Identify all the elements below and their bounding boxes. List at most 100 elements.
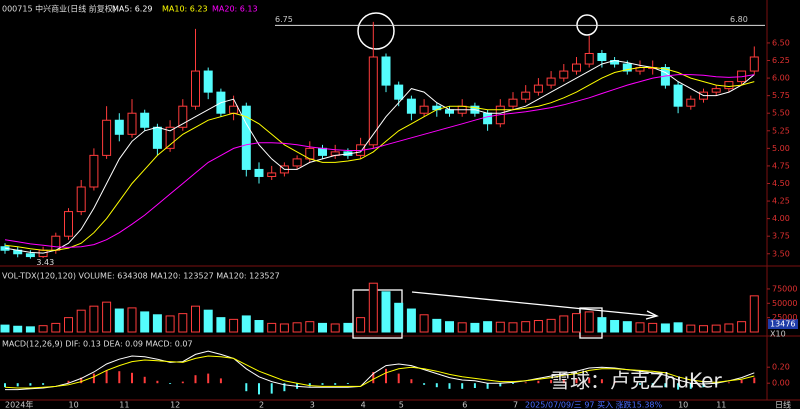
- volume-current: 13476: [770, 320, 795, 329]
- candle-body: [191, 70, 200, 107]
- legend-entry: MA10: 6.23: [162, 5, 208, 14]
- candle-body: [203, 70, 213, 93]
- x-tick-label: 11: [119, 401, 129, 409]
- candle-body: [533, 84, 543, 93]
- legend-entry: MA20: 6.13: [212, 5, 258, 14]
- volume-bar: [686, 324, 696, 333]
- volume-bar: [711, 324, 721, 333]
- candle-body: [419, 105, 429, 114]
- volume-bar: [622, 321, 632, 333]
- volume-bar: [25, 326, 35, 333]
- volume-bar: [102, 301, 112, 333]
- volume-bar: [152, 314, 162, 333]
- volume-bar: [343, 322, 353, 333]
- current-value-box: [768, 319, 798, 329]
- volume-bar: [648, 322, 658, 333]
- candle-body: [89, 154, 99, 188]
- y-tick-label: 3.75: [772, 232, 790, 241]
- volume-bar: [216, 317, 226, 333]
- x-tick-label: 2: [259, 401, 264, 409]
- y-tick-label: 5.50: [772, 109, 790, 118]
- volume-bar: [749, 295, 759, 333]
- candle-body: [749, 56, 759, 72]
- y-tick-label: 5.00: [772, 144, 790, 153]
- candle-body: [724, 81, 734, 90]
- y-tick-label: 4.75: [772, 161, 790, 170]
- candle-body: [572, 63, 581, 72]
- y-tick-label: 0.00: [772, 379, 790, 388]
- volume-bar: [13, 325, 23, 333]
- y-tick-label: 3.50: [772, 249, 790, 258]
- volume-bar: [406, 308, 416, 333]
- volume-bar: [533, 320, 543, 333]
- candle-body: [127, 112, 137, 135]
- volume-bar: [127, 307, 137, 333]
- volume-bar: [0, 324, 10, 333]
- highlight-circle: [357, 12, 395, 50]
- volume-bar: [699, 325, 708, 333]
- watermark: 雪球：卢克ZhuKer: [550, 369, 722, 393]
- candle-body: [114, 119, 124, 135]
- level-label: 6.75: [275, 15, 293, 24]
- candle-body: [64, 211, 73, 237]
- y-tick-label: 4.00: [772, 214, 790, 223]
- volume-bar: [483, 321, 493, 333]
- volume-bar: [394, 302, 404, 333]
- period-label: 日线: [775, 400, 791, 409]
- volume-bar: [292, 322, 302, 333]
- y-tick-label: 6.50: [772, 38, 790, 47]
- volume-bar: [356, 317, 366, 333]
- volume-bar: [457, 322, 467, 333]
- volume-bar: [279, 323, 289, 333]
- candle-body: [140, 112, 150, 128]
- x-tick-label: 4: [361, 401, 366, 409]
- candle-body: [292, 158, 302, 167]
- candle-body: [102, 119, 112, 156]
- volume-bar: [572, 313, 581, 333]
- volume-bar: [495, 321, 505, 333]
- ma-line: [4, 74, 755, 248]
- volume-bar: [76, 309, 86, 333]
- candle-body: [241, 105, 251, 170]
- trend-arrow: [411, 291, 656, 317]
- volume-bar: [178, 313, 188, 333]
- volume-bar: [267, 322, 277, 333]
- volume-bar: [114, 308, 124, 333]
- volume-bar: [64, 317, 73, 333]
- x-tick-label: 10: [69, 401, 79, 409]
- volume-bar: [89, 305, 99, 333]
- y-tick-label: 6.25: [772, 56, 790, 65]
- low-label: 3.43: [36, 258, 54, 267]
- chart-title: 000715 中兴商业(日线 前复权): [2, 4, 116, 14]
- macd-title: MACD(12,26,9) DIF: 0.13 DEA: 0.09 MACD: …: [2, 340, 193, 349]
- x-tick-label: 6: [462, 401, 467, 409]
- x-tick-label: 11: [716, 401, 726, 409]
- volume-bar: [51, 322, 61, 333]
- volume-bar: [597, 317, 607, 333]
- trend-arrow-head: [645, 310, 659, 320]
- volume-bar: [521, 321, 531, 333]
- y-tick-label: 5.75: [772, 91, 790, 100]
- candle-body: [711, 88, 721, 93]
- volume-bar: [330, 323, 340, 333]
- volume-bar: [673, 322, 683, 333]
- candle-body: [267, 172, 277, 177]
- candle-body: [76, 186, 86, 213]
- volume-bar: [165, 315, 175, 333]
- candle-body: [25, 253, 35, 258]
- x-tick-label: 2024年: [5, 400, 33, 409]
- volume-bar: [381, 291, 391, 333]
- volume-title: VOL-TDX(120,120) VOLUME: 634308 MA120: 1…: [2, 272, 280, 281]
- volume-bar: [203, 309, 213, 333]
- level-right-label: 6.80: [730, 15, 748, 24]
- volume-bar: [559, 315, 569, 333]
- candle-body: [318, 147, 327, 156]
- candle-body: [546, 77, 556, 86]
- volume-bar: [470, 322, 480, 333]
- volume-bar: [318, 322, 327, 333]
- volume-unit: X10: [770, 330, 786, 339]
- y-tick-label: 50000: [772, 299, 797, 308]
- candle-body: [368, 56, 378, 146]
- y-tick-label: 4.25: [772, 197, 790, 206]
- volume-bar: [445, 321, 454, 333]
